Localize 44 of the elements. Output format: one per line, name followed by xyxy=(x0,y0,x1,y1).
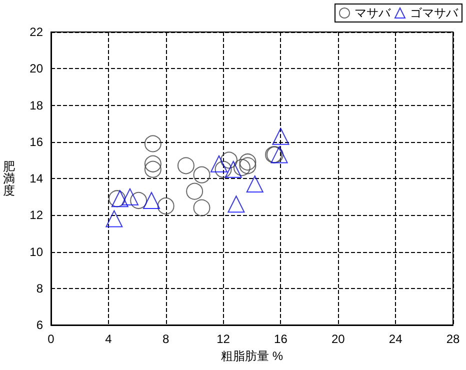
y-tick-label: 10 xyxy=(30,244,44,259)
legend-label: マサバ xyxy=(354,6,392,20)
point xyxy=(106,210,123,228)
y-tick-label: 14 xyxy=(30,172,44,186)
point xyxy=(144,160,162,178)
y-axis-title: 肥満度 xyxy=(3,160,15,198)
point xyxy=(144,135,162,152)
x-tick-label: 12 xyxy=(216,332,230,346)
point xyxy=(220,152,238,169)
x-tick-label: 28 xyxy=(446,332,460,346)
point xyxy=(157,197,174,214)
y-tick-label: 18 xyxy=(30,98,44,112)
point xyxy=(272,128,290,145)
point xyxy=(270,146,288,164)
y-tick-label: 12 xyxy=(30,208,44,222)
x-tick-label: 0 xyxy=(48,332,55,346)
point xyxy=(193,166,210,184)
x-tick-label: 8 xyxy=(162,332,170,346)
legend-label: ゴマサバ xyxy=(410,6,459,20)
point xyxy=(130,192,148,209)
y-tick-label: 16 xyxy=(30,134,44,149)
y-tick-label: 20 xyxy=(30,62,44,76)
point xyxy=(239,154,256,171)
point xyxy=(246,175,264,192)
x-tick-label: 20 xyxy=(331,332,346,346)
point xyxy=(214,160,232,178)
point xyxy=(224,160,242,178)
x-tick-label: 16 xyxy=(274,332,288,346)
x-tick-label: 24 xyxy=(388,332,403,346)
x-axis-title: 粗脂肪量 % xyxy=(220,348,284,363)
point xyxy=(144,155,162,172)
point xyxy=(177,157,194,174)
point xyxy=(210,155,228,172)
point xyxy=(121,188,138,206)
point xyxy=(186,182,204,200)
point xyxy=(228,196,245,213)
point xyxy=(193,199,210,216)
y-tick-label: 6 xyxy=(36,318,44,332)
point xyxy=(233,159,250,176)
x-tick-label: 4 xyxy=(105,332,112,346)
y-tick-label: 8 xyxy=(36,281,44,296)
point xyxy=(143,192,160,209)
point xyxy=(239,157,256,174)
y-tick-label: 22 xyxy=(30,25,44,39)
